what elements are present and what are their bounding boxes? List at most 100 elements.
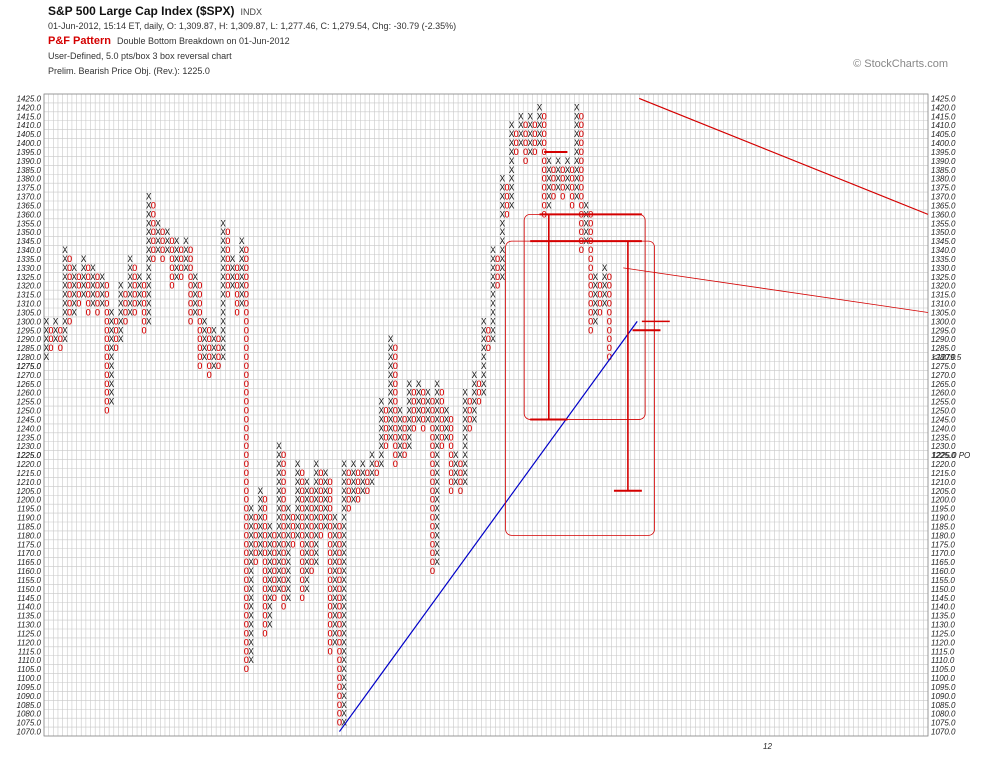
x-box: X <box>313 514 319 524</box>
y-tick-right: 1350.0 <box>931 228 956 237</box>
resistance-trendline <box>638 97 929 215</box>
o-box: O <box>244 665 249 675</box>
y-tick-left: 1180.0 <box>17 531 41 540</box>
o-box: O <box>206 371 211 381</box>
o-box: O <box>588 219 593 229</box>
o-box: O <box>262 496 267 506</box>
y-tick-right: 1210.0 <box>931 478 956 487</box>
x-box: X <box>313 496 319 506</box>
price-objective-label: 1225.0 PO <box>932 451 970 460</box>
x-box: X <box>220 344 226 354</box>
x-box: X <box>146 255 152 265</box>
x-box: X <box>462 478 468 488</box>
o-box: O <box>197 308 202 318</box>
x-box: X <box>434 478 440 488</box>
x-box: X <box>90 264 96 274</box>
x-box: X <box>509 157 515 167</box>
o-box: O <box>244 469 249 479</box>
y-tick-left: 1190.0 <box>17 514 41 523</box>
o-box: O <box>420 424 425 434</box>
x-box: X <box>434 514 440 524</box>
x-box: X <box>434 540 440 550</box>
x-box: X <box>137 282 143 292</box>
o-box: O <box>327 478 332 488</box>
price-objective: Prelim. Bearish Price Obj. (Rev.): 1225.… <box>48 66 210 76</box>
x-box: X <box>388 380 394 390</box>
x-box: X <box>276 496 282 506</box>
o-box: O <box>206 353 211 363</box>
o-box: O <box>588 255 593 265</box>
x-box: X <box>258 540 264 550</box>
x-box: X <box>146 237 152 247</box>
y-tick-left: 1235.0 <box>17 433 42 442</box>
o-box: O <box>244 371 249 381</box>
x-box: X <box>118 300 124 310</box>
x-box: X <box>258 514 264 524</box>
x-box: X <box>490 317 496 327</box>
o-box: O <box>430 424 435 434</box>
x-box: X <box>211 362 217 372</box>
o-box: O <box>448 442 453 452</box>
y-tick-left: 1125.0 <box>17 629 41 638</box>
x-box: X <box>434 433 440 443</box>
x-box: X <box>295 478 301 488</box>
x-box: X <box>109 326 115 336</box>
y-tick-right: 1305.0 <box>931 308 956 317</box>
o-box: O <box>439 433 444 443</box>
o-box: O <box>197 291 202 301</box>
x-box: X <box>109 344 115 354</box>
o-box: O <box>262 514 267 524</box>
x-box: X <box>341 665 347 675</box>
o-box: O <box>337 692 342 702</box>
x-box: X <box>546 166 552 176</box>
o-box: O <box>430 496 435 506</box>
x-box: X <box>220 273 226 283</box>
o-box: O <box>151 246 156 256</box>
o-box: O <box>560 193 565 203</box>
x-box: X <box>267 522 273 532</box>
x-box: X <box>295 505 301 515</box>
x-box: X <box>369 478 375 488</box>
x-box: X <box>239 282 245 292</box>
x-box: X <box>286 505 292 515</box>
x-box: X <box>62 300 68 310</box>
y-tick-left: 1230.0 <box>17 442 42 451</box>
o-box: O <box>532 130 537 140</box>
x-box: X <box>304 505 310 515</box>
x-box: X <box>472 389 478 399</box>
o-box: O <box>290 522 295 532</box>
o-box: O <box>300 505 305 515</box>
x-box: X <box>220 255 226 265</box>
o-box: O <box>151 210 156 220</box>
x-box: X <box>341 505 347 515</box>
o-box: O <box>430 407 435 417</box>
o-box: O <box>337 710 342 720</box>
y-tick-left: 1130.0 <box>17 621 41 630</box>
o-box: O <box>514 139 519 149</box>
o-box: O <box>281 531 286 541</box>
o-box: O <box>402 433 407 443</box>
o-box: O <box>430 505 435 515</box>
x-box: X <box>332 612 338 622</box>
x-box: X <box>602 282 608 292</box>
x-box: X <box>388 433 394 443</box>
o-box: O <box>579 166 584 176</box>
x-box: X <box>44 326 50 336</box>
x-box: X <box>546 193 552 203</box>
x-box: X <box>379 398 385 408</box>
x-box: X <box>62 326 68 336</box>
x-box: X <box>276 469 282 479</box>
x-box: X <box>183 246 189 256</box>
o-box: O <box>179 273 184 283</box>
o-box: O <box>439 398 444 408</box>
x-box: X <box>183 255 189 265</box>
x-box: X <box>332 603 338 613</box>
x-box: X <box>267 594 273 604</box>
o-box: O <box>281 469 286 479</box>
x-box: X <box>127 282 133 292</box>
o-box: O <box>197 353 202 363</box>
o-box: O <box>337 629 342 639</box>
x-box: X <box>434 389 440 399</box>
x-box: X <box>248 505 254 515</box>
x-box: X <box>146 219 152 229</box>
